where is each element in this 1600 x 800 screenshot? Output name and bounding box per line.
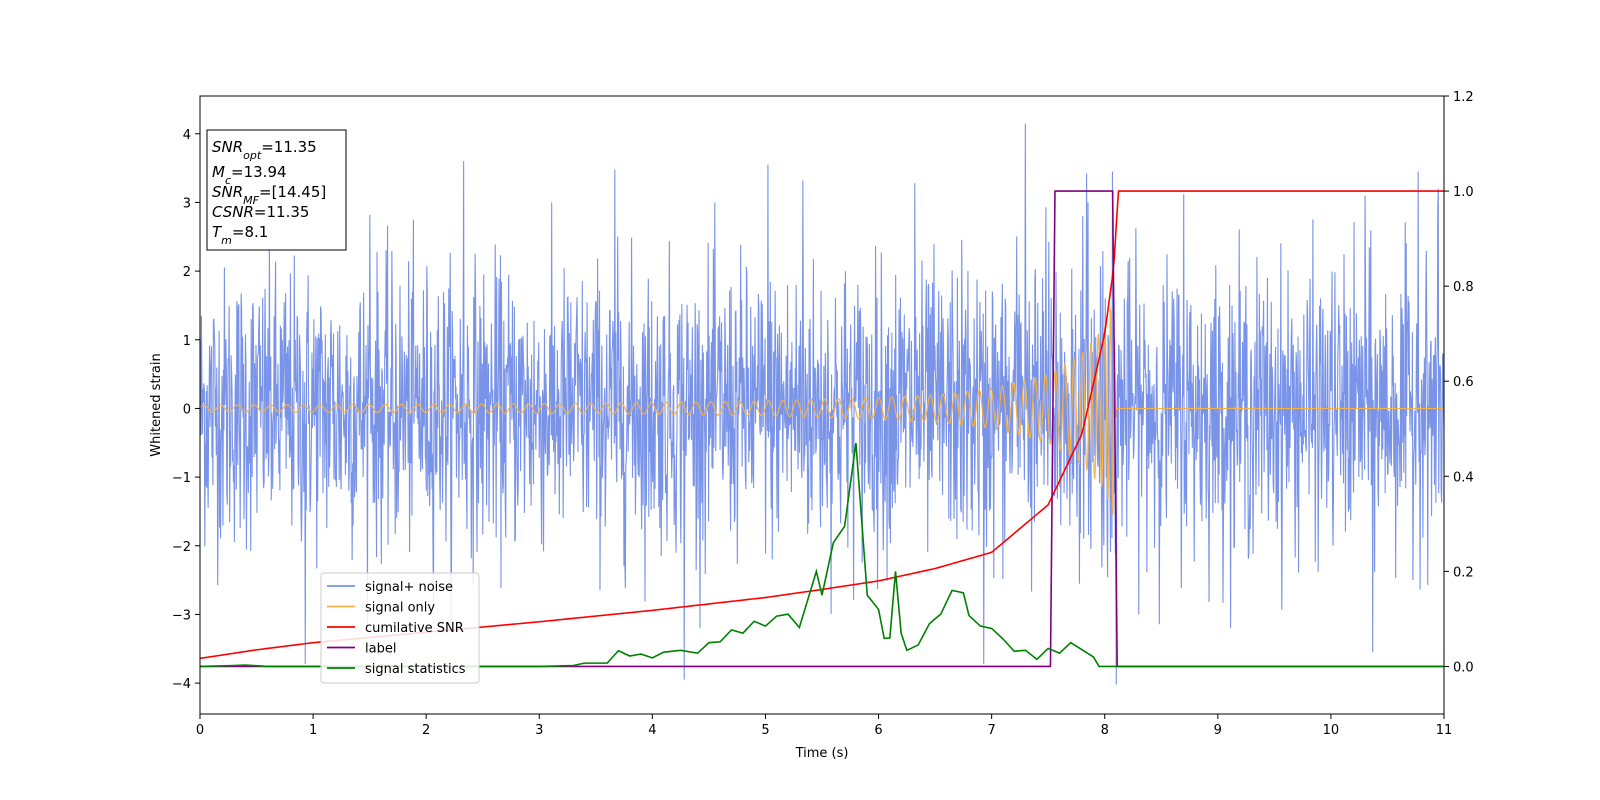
y-tick-label: 4 — [183, 128, 191, 143]
legend-label: signal+ noise — [365, 580, 453, 595]
y2-tick-label: 0.8 — [1453, 280, 1474, 295]
legend-label: signal statistics — [365, 662, 466, 677]
y2-tick-label: 1.0 — [1453, 185, 1474, 200]
legend-item-signal-only[interactable]: signal only — [327, 601, 435, 616]
legend-label: signal only — [365, 601, 435, 616]
x-tick-label: 6 — [874, 723, 882, 738]
info-box-line: SNRMF=[14.45] — [212, 183, 326, 207]
legend-item-label[interactable]: label — [327, 642, 396, 657]
x-tick-label: 4 — [648, 723, 656, 738]
info-box-line: Mc=13.94 — [212, 163, 287, 187]
x-tick-label: 11 — [1436, 723, 1453, 738]
y-tick-label: −3 — [172, 608, 191, 623]
y-axis-label: Whitened strain — [149, 353, 164, 456]
legend-label: label — [365, 642, 396, 657]
info-box-line: SNRopt=11.35 — [212, 138, 317, 162]
legend-frame — [320, 572, 480, 684]
legend-item-signal-statistics[interactable]: signal statistics — [327, 662, 466, 677]
legend-label: cumilative SNR — [365, 621, 464, 636]
y-tick-label: −4 — [172, 677, 191, 692]
y-tick-label: 2 — [183, 265, 191, 280]
x-tick-label: 5 — [761, 723, 769, 738]
axes-layer: 0 1 2 3 4 5 6 7 8 9 10 11 −4 −3 −2 −1 0 1 2 3 4 0.0 0.2 0.4 0.6 0… — [172, 90, 1474, 738]
x-tick-label: 3 — [535, 723, 543, 738]
y2-tick-label: 1.2 — [1453, 90, 1474, 105]
series-signal-only-line — [200, 308, 1444, 516]
y-tick-label: −2 — [172, 540, 191, 555]
y2-tick-label: 0.2 — [1453, 565, 1474, 580]
legend[interactable]: signal+ noise signal only cumilative SNR la… — [320, 572, 480, 684]
info-box-line: Tm=8.1 — [212, 223, 268, 247]
y-tick-label: 3 — [183, 196, 191, 211]
x-axis-label: Time (s) — [795, 746, 849, 761]
x-tick-label: 1 — [309, 723, 317, 738]
y2-tick-label: 0.4 — [1453, 470, 1474, 485]
x-tick-label: 0 — [196, 723, 204, 738]
legend-item-signal-noise[interactable]: signal+ noise — [327, 580, 453, 595]
legend-item-cumulative-snr[interactable]: cumilative SNR — [327, 621, 464, 636]
x-tick-label: 10 — [1323, 723, 1340, 738]
y-tick-label: 1 — [183, 334, 191, 349]
series-signal-noise-line — [200, 123, 1444, 685]
y-tick-label: −1 — [172, 471, 191, 486]
y-tick-label: 0 — [183, 402, 191, 417]
x-tick-label: 2 — [422, 723, 430, 738]
x-tick-label: 7 — [987, 723, 995, 738]
info-box: SNRopt=11.35Mc=13.94SNRMF=[14.45]CSNR=11… — [206, 129, 347, 251]
info-box-line: CSNR=11.35 — [212, 203, 309, 221]
x-tick-label: 9 — [1214, 723, 1222, 738]
plot-frame — [199, 95, 1445, 715]
y2-tick-label: 0.6 — [1453, 375, 1474, 390]
x-tick-label: 8 — [1101, 723, 1109, 738]
info-box-frame — [206, 129, 347, 251]
y2-tick-label: 0.0 — [1453, 660, 1474, 675]
series-signal-statistics-line — [200, 442, 1444, 668]
